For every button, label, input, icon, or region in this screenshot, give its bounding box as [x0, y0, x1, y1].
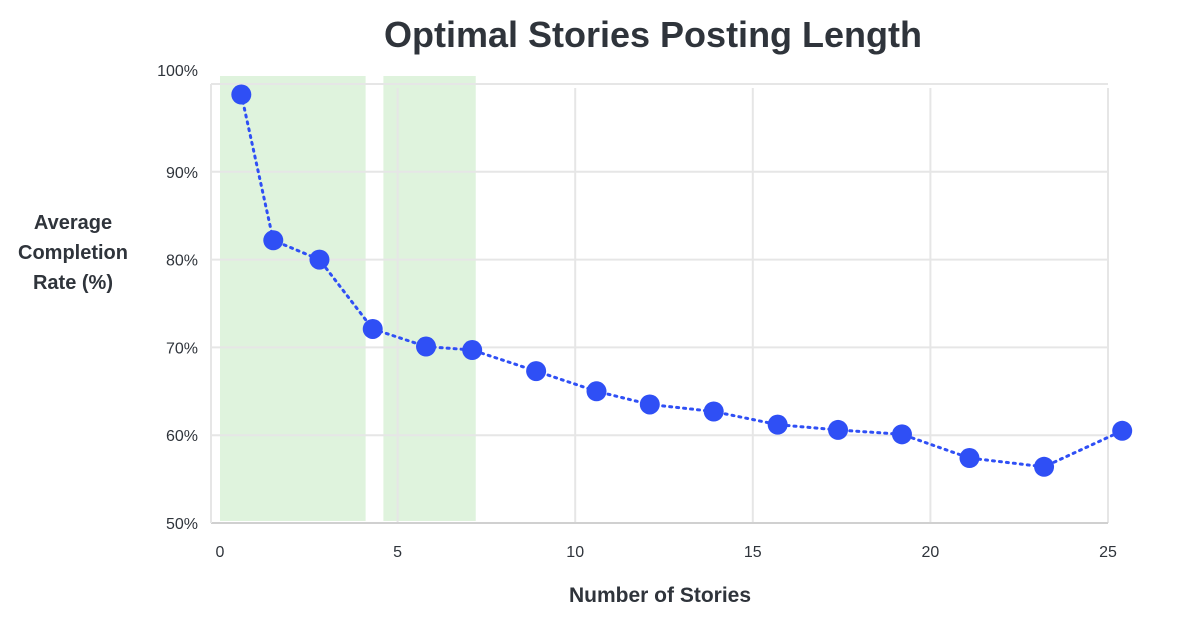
x-tick-label-5: 25: [1099, 544, 1117, 561]
x-tick-label-2: 10: [566, 544, 584, 561]
data-point-15: [1112, 420, 1133, 441]
data-point-3: [362, 318, 383, 339]
x-axis-label: Number of Stories: [568, 584, 752, 607]
chart-title: Optimal Stories Posting Length: [383, 14, 923, 55]
data-point-6: [526, 361, 547, 382]
data-point-12: [891, 424, 912, 445]
data-point-11: [828, 419, 849, 440]
y-tick-label-3: 80%: [166, 253, 198, 270]
x-tick-label-1: 5: [393, 544, 402, 561]
data-point-0: [231, 84, 252, 105]
data-point-10: [767, 414, 788, 435]
x-tick-label-3: 15: [744, 544, 762, 561]
data-point-9: [703, 401, 724, 422]
y-tick-label-4: 90%: [166, 165, 198, 182]
y-axis-label: Average Completion Rate (%): [18, 212, 128, 294]
data-point-2: [309, 249, 330, 270]
y-tick-label-1: 60%: [166, 428, 198, 445]
y-tick-label-5: 100%: [157, 63, 198, 80]
data-point-14: [1034, 456, 1055, 477]
x-tick-label-0: 0: [216, 544, 225, 561]
data-point-4: [416, 336, 437, 357]
data-point-7: [586, 381, 607, 402]
x-tick-label-4: 20: [922, 544, 940, 561]
y-tick-label-2: 70%: [166, 340, 198, 357]
data-point-1: [263, 230, 284, 251]
series-line-0: [239, 93, 1124, 469]
data-point-13: [959, 448, 980, 469]
highlight-band-0: [220, 76, 366, 521]
data-point-5: [462, 340, 483, 361]
data-point-8: [639, 394, 660, 415]
highlight-band-1: [383, 76, 476, 521]
y-tick-label-0: 50%: [166, 516, 198, 533]
